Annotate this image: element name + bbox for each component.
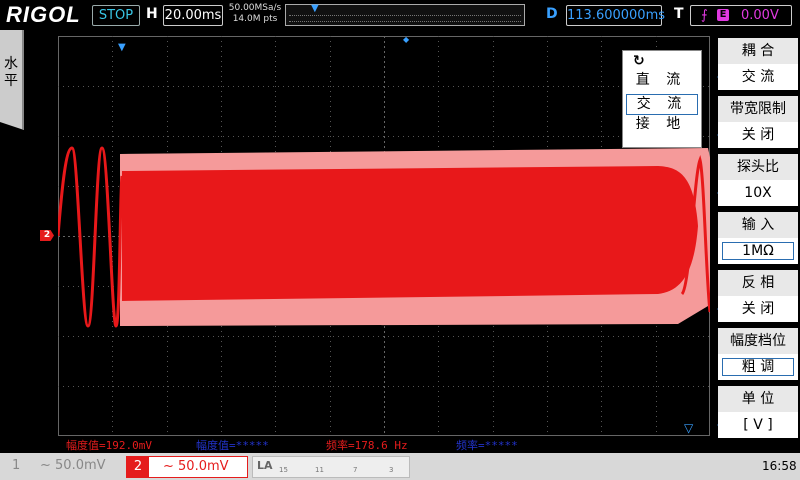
menu-invert-value: 关 闭 <box>718 296 798 322</box>
menu-bandwidth-title: 带宽限制 <box>718 96 798 122</box>
system-clock: 16:58 <box>762 459 797 473</box>
sample-rate-readout: 50.00MSa/s 14.0M pts <box>226 3 284 25</box>
menu-probe-ratio[interactable]: 探头比 10X <box>714 154 800 211</box>
trigger-label: T <box>674 6 684 22</box>
menu-coupling-value: 交 流 <box>718 64 798 90</box>
measurement-2: 幅度值=***** <box>196 439 269 452</box>
delay-label: D <box>546 6 558 22</box>
ch2-waveform-envelope <box>58 146 710 328</box>
menu-coupling-title: 耦 合 <box>718 38 798 64</box>
ch2-left-sine <box>58 146 124 328</box>
ch1-status[interactable]: 1 ~ 50.0mV <box>4 456 120 476</box>
horizontal-label: H <box>146 6 158 22</box>
ch2-offset-marker[interactable]: 2 <box>40 230 54 241</box>
coupling-popup: ↻ 直 流 交 流 接 地 <box>622 50 702 148</box>
delay-readout[interactable]: 113.600000ms <box>566 5 665 26</box>
menu-bandwidth-limit[interactable]: 带宽限制 关 闭 <box>714 96 800 153</box>
ch2-scale: ~ 50.0mV <box>163 459 229 474</box>
back-arrow-icon[interactable]: ↻ <box>633 53 645 69</box>
run-stop-status[interactable]: STOP <box>92 5 140 26</box>
ch1-scale: ~ 50.0mV <box>40 458 106 473</box>
memory-position-bar[interactable]: ▼ <box>285 3 525 26</box>
timebase-readout[interactable]: 20.00ms <box>163 5 223 26</box>
rising-edge-icon: ⨍ <box>701 8 708 23</box>
menu-coupling[interactable]: 耦 合 交 流 <box>714 38 800 95</box>
menu-invert-title: 反 相 <box>718 270 798 296</box>
memory-depth: 14.0M pts <box>232 14 278 24</box>
sample-rate: 50.00MSa/s <box>228 3 282 13</box>
rigol-logo: RIGOL <box>6 2 81 27</box>
horizontal-menu-tab-label: 水平 <box>4 56 18 89</box>
channel-menu: 耦 合 交 流 带宽限制 关 闭 探头比 10X 输 入 1MΩ 反 相 关 闭… <box>714 34 800 442</box>
center-marker: ◆ <box>403 36 410 44</box>
bottom-status-bar: 1 ~ 50.0mV 2 ~ 50.0mV LA 15 11 7 3 16:58 <box>0 453 800 480</box>
trigger-source-badge: E <box>717 9 729 21</box>
measurement-1: 幅度值=192.0mV <box>66 439 152 452</box>
menu-volts-value: 粗 调 <box>718 354 798 380</box>
la-tick: 3 <box>389 466 394 474</box>
menu-units-value: [ V ] <box>718 412 798 438</box>
la-tick: 15 <box>279 466 288 474</box>
ch2-signal-band <box>122 166 698 301</box>
menu-input-title: 输 入 <box>718 212 798 238</box>
ch1-number: 1 <box>12 458 21 473</box>
la-tick: 11 <box>315 466 324 474</box>
horizontal-menu-tab[interactable]: 水平 <box>0 30 24 130</box>
trigger-level: 0.00V <box>741 8 779 23</box>
logic-analyzer-status[interactable]: LA 15 11 7 3 <box>252 456 410 478</box>
ch2-number: 2 <box>127 457 149 477</box>
coupling-option-dc[interactable]: 直 流 <box>635 72 687 88</box>
ch2-status[interactable]: 2 ~ 50.0mV <box>126 456 248 478</box>
menu-probe-title: 探头比 <box>718 154 798 180</box>
menu-bandwidth-value: 关 闭 <box>718 122 798 148</box>
ext-trigger-level-icon: ▽ <box>684 421 694 435</box>
ch2-right-sine <box>680 154 710 313</box>
menu-units[interactable]: 单 位 [ V ] <box>714 386 800 443</box>
menu-invert[interactable]: 反 相 关 闭 <box>714 270 800 327</box>
trigger-time-marker: ▼ <box>118 42 126 53</box>
trigger-position-icon: ▼ <box>311 3 319 14</box>
la-tick: 7 <box>353 466 358 474</box>
menu-probe-value: 10X <box>718 180 798 206</box>
measurement-4: 频率=***** <box>456 439 518 452</box>
menu-input-value: 1MΩ <box>718 238 798 264</box>
measurement-3: 频率=178.6 Hz <box>326 439 408 452</box>
coupling-option-ac[interactable]: 交 流 <box>626 94 698 115</box>
memory-waveform-preview <box>289 15 521 22</box>
coupling-option-gnd[interactable]: 接 地 <box>635 116 687 132</box>
menu-volts-title: 幅度档位 <box>718 328 798 354</box>
la-label: LA <box>257 459 273 472</box>
top-status-bar: RIGOL STOP H 20.00ms 50.00MSa/s 14.0M pt… <box>0 0 800 30</box>
menu-units-title: 单 位 <box>718 386 798 412</box>
waveform-display: ▼ ◆ ▽ <box>58 36 710 436</box>
menu-volts-div-mode[interactable]: 幅度档位 粗 调 <box>714 328 800 385</box>
trigger-readout[interactable]: ⨍ E 0.00V <box>690 5 792 26</box>
menu-input-impedance[interactable]: 输 入 1MΩ <box>714 212 800 269</box>
